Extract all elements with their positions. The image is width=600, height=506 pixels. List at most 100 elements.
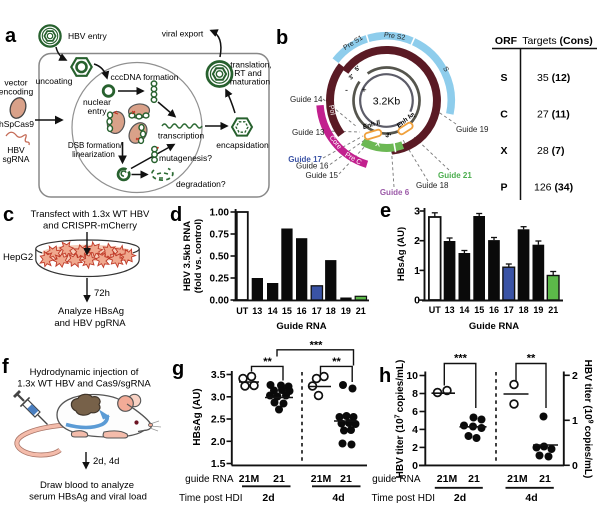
svg-text:126 (34): 126 (34) xyxy=(534,182,573,194)
svg-text:Enh II: Enh II xyxy=(362,119,381,131)
svg-text:Guide RNA: Guide RNA xyxy=(276,321,326,332)
svg-text:(fold vs. control): (fold vs. control) xyxy=(193,219,204,293)
svg-text:HBsAg (AU): HBsAg (AU) xyxy=(192,388,203,445)
svg-text:Guide 21: Guide 21 xyxy=(438,171,472,180)
svg-text:21M: 21M xyxy=(311,473,332,485)
svg-text:**: ** xyxy=(263,356,272,368)
svg-text:guide RNA: guide RNA xyxy=(372,474,421,485)
svg-text:maturation: maturation xyxy=(230,77,270,87)
svg-text:16: 16 xyxy=(297,306,307,316)
svg-text:2d, 4d: 2d, 4d xyxy=(93,456,119,467)
svg-text:27 (11): 27 (11) xyxy=(537,109,570,121)
svg-text:13: 13 xyxy=(252,306,262,316)
svg-text:2.5: 2.5 xyxy=(211,414,226,426)
svg-text:35 (12): 35 (12) xyxy=(537,72,570,84)
svg-text:6: 6 xyxy=(412,406,418,418)
svg-text:ORF: ORF xyxy=(495,35,518,47)
svg-text:21M: 21M xyxy=(437,473,458,485)
svg-text:c: c xyxy=(3,204,14,226)
svg-text:Pre C: Pre C xyxy=(343,151,362,166)
svg-text:Time post HDI: Time post HDI xyxy=(179,493,243,504)
svg-text:nuclear: nuclear xyxy=(83,97,111,107)
svg-text:1: 1 xyxy=(572,415,578,427)
svg-text:1.5: 1.5 xyxy=(211,458,226,470)
svg-text:DSB formation/: DSB formation/ xyxy=(68,141,123,150)
svg-text:28 (7): 28 (7) xyxy=(537,145,564,157)
svg-text:d: d xyxy=(170,204,182,226)
svg-text:14: 14 xyxy=(268,306,278,316)
svg-text:g: g xyxy=(172,358,184,380)
svg-text:sgRNA: sgRNA xyxy=(3,154,30,164)
svg-text:8: 8 xyxy=(412,388,418,400)
svg-text:3: 3 xyxy=(414,206,420,218)
svg-text:19: 19 xyxy=(341,306,351,316)
svg-text:HepG2: HepG2 xyxy=(3,252,33,263)
svg-text:3.0: 3.0 xyxy=(211,391,226,403)
svg-text:and CRISPR-mCherry: and CRISPR-mCherry xyxy=(43,221,137,232)
svg-text:-: - xyxy=(345,85,348,95)
svg-text:HBV entry: HBV entry xyxy=(68,31,107,41)
svg-text:h: h xyxy=(379,365,391,387)
svg-text:1.00: 1.00 xyxy=(210,208,230,219)
svg-text:3': 3' xyxy=(348,73,356,81)
svg-text:Transfect with 1.3x WT HBV: Transfect with 1.3x WT HBV xyxy=(31,209,150,220)
svg-text:transcription: transcription xyxy=(158,131,205,141)
svg-text:Hydrodynamic injection of: Hydrodynamic injection of xyxy=(30,367,139,378)
svg-text:HBV 3.5kb RNA: HBV 3.5kb RNA xyxy=(182,221,193,291)
svg-text:3': 3' xyxy=(384,132,392,140)
svg-text:2d: 2d xyxy=(262,492,274,504)
svg-text:21: 21 xyxy=(340,473,352,485)
svg-text:***: *** xyxy=(454,353,468,365)
svg-text:UT: UT xyxy=(236,306,248,316)
svg-text:4d: 4d xyxy=(332,492,344,504)
svg-text:15: 15 xyxy=(282,306,292,316)
svg-text:2: 2 xyxy=(414,235,420,247)
svg-text:**: ** xyxy=(332,356,341,368)
svg-text:uncoating: uncoating xyxy=(36,76,73,86)
svg-text:Pol: Pol xyxy=(327,104,336,116)
svg-text:Pre S2: Pre S2 xyxy=(384,32,406,42)
svg-text:Guide 15: Guide 15 xyxy=(306,171,339,180)
svg-text:UT: UT xyxy=(429,305,441,315)
svg-text:Draw blood to analyze: Draw blood to analyze xyxy=(40,480,134,491)
svg-text:0: 0 xyxy=(412,460,418,472)
svg-text:encoding: encoding xyxy=(0,87,34,97)
svg-text:vector: vector xyxy=(4,78,27,88)
svg-text:viral export: viral export xyxy=(162,29,204,39)
svg-text:***: *** xyxy=(310,340,324,352)
svg-text:encapsidation: encapsidation xyxy=(216,140,269,150)
svg-text:2: 2 xyxy=(572,370,578,382)
svg-text:2d: 2d xyxy=(454,492,466,504)
svg-text:Analyze HBsAg: Analyze HBsAg xyxy=(58,306,124,317)
svg-text:Guide 14: Guide 14 xyxy=(290,95,323,104)
svg-text:linearization: linearization xyxy=(72,150,115,159)
svg-text:19: 19 xyxy=(533,305,543,315)
svg-text:21: 21 xyxy=(468,473,480,485)
svg-text:b: b xyxy=(276,27,288,49)
svg-text:5': 5' xyxy=(354,65,362,73)
svg-text:14: 14 xyxy=(459,305,469,315)
svg-text:**: ** xyxy=(527,353,536,365)
svg-text:Guide 18: Guide 18 xyxy=(416,181,449,190)
svg-text:13: 13 xyxy=(445,305,455,315)
svg-text:2.0: 2.0 xyxy=(211,436,226,448)
svg-text:16: 16 xyxy=(489,305,499,315)
svg-text:translation,: translation, xyxy=(230,60,272,70)
svg-text:17: 17 xyxy=(504,305,514,315)
svg-text:0: 0 xyxy=(572,460,578,472)
svg-text:C: C xyxy=(500,109,508,121)
svg-text:0.25: 0.25 xyxy=(210,274,230,285)
svg-text:1.3x WT HBV and Cas9/sgRNA: 1.3x WT HBV and Cas9/sgRNA xyxy=(17,379,151,390)
svg-text:Guide 13: Guide 13 xyxy=(292,128,325,137)
svg-text:0: 0 xyxy=(414,295,420,307)
svg-text:degradation?: degradation? xyxy=(176,179,226,189)
svg-text:serum HBsAg and viral load: serum HBsAg and viral load xyxy=(29,492,147,503)
svg-text:4: 4 xyxy=(412,424,418,436)
svg-text:hSpCas9: hSpCas9 xyxy=(0,119,34,129)
svg-text:Time post HDI: Time post HDI xyxy=(371,493,435,504)
svg-text:Guide RNA: Guide RNA xyxy=(469,321,519,332)
svg-text:2: 2 xyxy=(412,442,418,454)
svg-text:a: a xyxy=(5,25,17,47)
svg-text:4d: 4d xyxy=(525,492,537,504)
svg-text:15: 15 xyxy=(474,305,484,315)
